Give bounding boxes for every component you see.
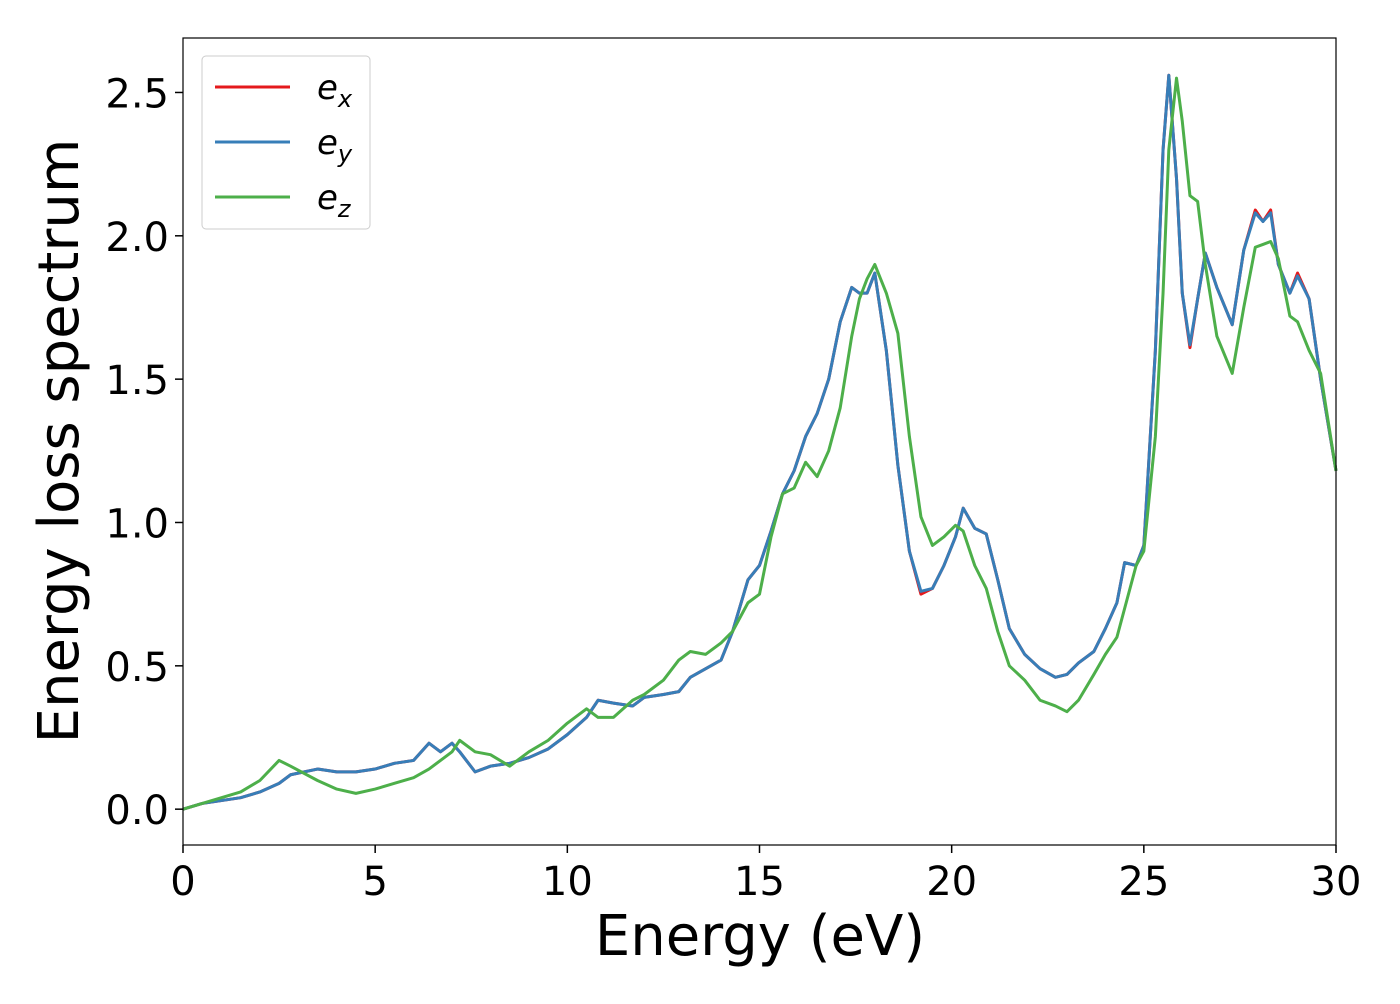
x-tick-label: 5 <box>362 859 387 905</box>
legend-label: ez <box>317 178 352 223</box>
y-tick-label: 0.5 <box>105 645 169 691</box>
y-tick-label: 0.0 <box>105 788 169 834</box>
line-series <box>182 73 1338 811</box>
x-tick-label: 25 <box>1118 859 1169 905</box>
x-tick-label: 10 <box>542 859 593 905</box>
y-tick-label: 1.0 <box>105 501 169 547</box>
y-tick-label: 2.5 <box>105 71 169 117</box>
x-tick-label: 30 <box>1311 859 1362 905</box>
legend-label: ex <box>317 68 353 113</box>
line-series <box>182 76 1338 811</box>
x-tick-label: 15 <box>734 859 785 905</box>
y-axis-label: Energy loss spectrum <box>27 139 92 744</box>
legend-label: ey <box>317 123 353 168</box>
y-tick-label: 1.5 <box>105 358 169 404</box>
x-axis-label: Energy (eV) <box>595 904 925 969</box>
plot-frame <box>182 37 1337 846</box>
y-tick-label: 2.0 <box>105 215 169 261</box>
x-tick-label: 20 <box>926 859 977 905</box>
x-tick-label: 0 <box>170 859 195 905</box>
